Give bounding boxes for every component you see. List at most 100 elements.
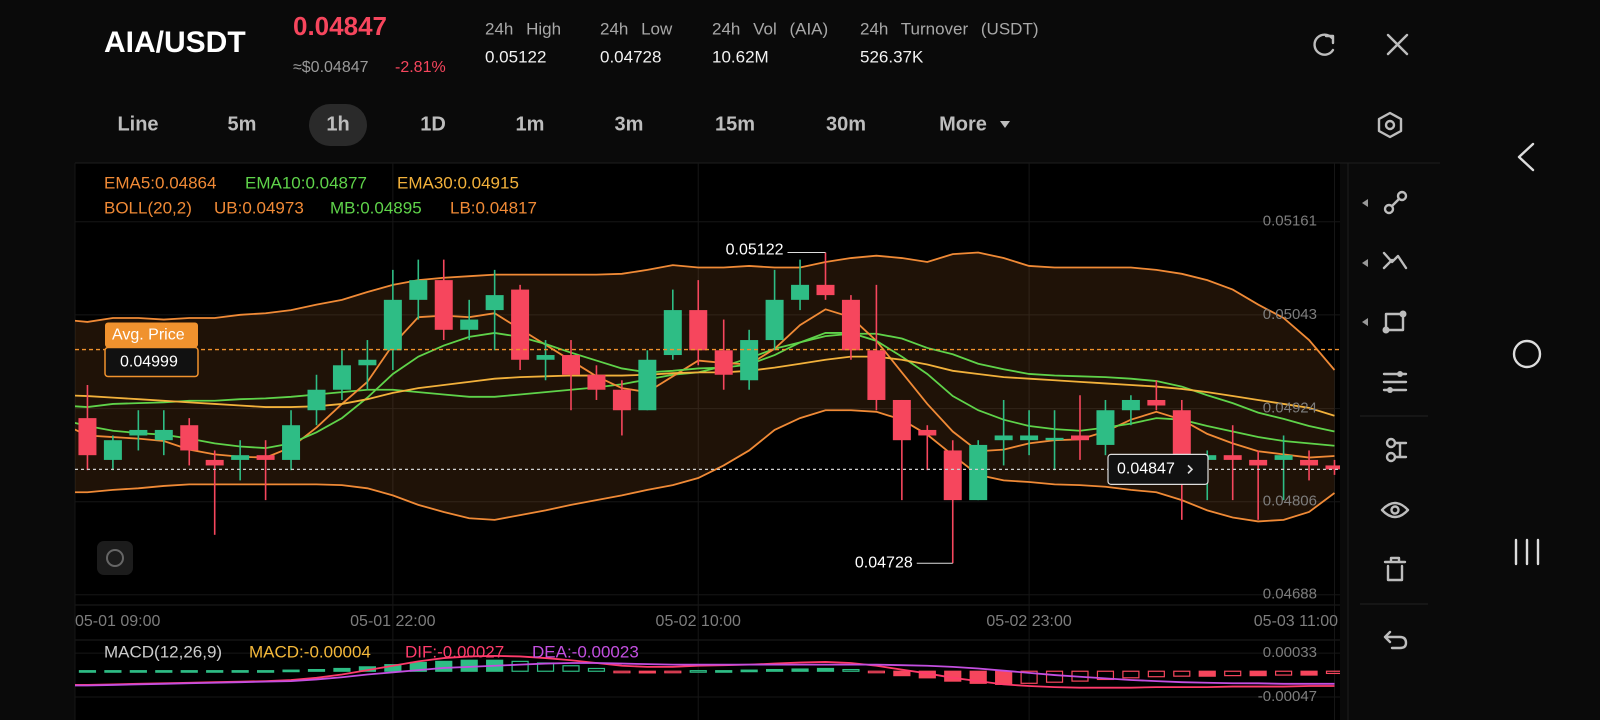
macd-plot bbox=[75, 654, 1340, 689]
candle-body bbox=[358, 359, 377, 366]
candle-body bbox=[78, 418, 97, 456]
candle-body bbox=[129, 429, 148, 436]
stat-label: 24h Turnover (USDT) bbox=[860, 19, 1039, 38]
tab[interactable]: 5m bbox=[228, 113, 257, 135]
tab[interactable]: 30m bbox=[826, 113, 866, 135]
nav-back[interactable] bbox=[1517, 142, 1535, 172]
legend-entry: MACD:-0.00004 bbox=[249, 642, 371, 661]
stat-value: 10.62M bbox=[712, 47, 769, 66]
last-price-arrow bbox=[1187, 464, 1194, 474]
indicator-line bbox=[75, 332, 1335, 449]
macd-bar bbox=[1173, 670, 1191, 677]
tab[interactable]: 1m bbox=[516, 113, 545, 135]
candle-body bbox=[1249, 459, 1268, 466]
candle-body bbox=[1147, 399, 1166, 406]
macd-bar bbox=[587, 667, 606, 672]
tool-settings[interactable] bbox=[1382, 371, 1408, 393]
candle-body bbox=[587, 374, 606, 390]
macd-bar bbox=[867, 670, 886, 674]
candle-body bbox=[460, 319, 479, 330]
legend-entry: EMA10:0.04877 bbox=[245, 173, 367, 192]
last-price-box[interactable] bbox=[1107, 453, 1209, 485]
indicator-line bbox=[75, 355, 1335, 417]
labels: 0.05161 0.05043 0.04924 0.04806 0.04688 05-01… bbox=[75, 173, 1338, 704]
macd-bar bbox=[409, 661, 427, 672]
candle-body bbox=[714, 350, 733, 375]
macd-bar bbox=[613, 670, 631, 674]
legend-entry: UB:0.04973 bbox=[214, 198, 304, 217]
settings-button[interactable] bbox=[1377, 111, 1403, 139]
tool-magnet[interactable] bbox=[1385, 437, 1408, 463]
macd-bar bbox=[1147, 670, 1165, 678]
macd-bar bbox=[1274, 670, 1293, 676]
tool-undo[interactable] bbox=[1383, 630, 1408, 650]
candle-body bbox=[969, 444, 988, 501]
stat-value: 526.37K bbox=[860, 47, 924, 66]
candle-body bbox=[562, 355, 580, 375]
price-plot bbox=[75, 251, 1340, 564]
candle-body bbox=[205, 459, 224, 466]
candle-body bbox=[689, 310, 708, 351]
macd-bar bbox=[995, 670, 1013, 685]
macd-bar bbox=[333, 667, 351, 672]
macd-bar bbox=[715, 670, 733, 673]
macd-bar bbox=[257, 670, 275, 673]
macd-bar bbox=[231, 670, 249, 673]
y-tick-label: 0.05043 bbox=[1263, 306, 1317, 323]
y-tick-label: 0.05161 bbox=[1263, 213, 1317, 230]
close-button[interactable] bbox=[1386, 33, 1409, 56]
refresh-button[interactable] bbox=[1313, 33, 1335, 56]
candle-body bbox=[1172, 410, 1191, 460]
macd-title: MACD(12,26,9) bbox=[104, 642, 222, 661]
macd-bar bbox=[765, 668, 784, 672]
nav-recents[interactable] bbox=[1514, 538, 1540, 566]
tab[interactable]: 1h bbox=[326, 113, 349, 135]
macd-bar bbox=[664, 670, 682, 674]
watermark-button[interactable] bbox=[97, 541, 133, 575]
price-usd: ≈$0.04847 bbox=[293, 59, 369, 76]
tool-delete[interactable] bbox=[1383, 556, 1407, 582]
dropdown-arrow bbox=[1000, 121, 1010, 128]
candle-body bbox=[282, 425, 301, 460]
tool-visibility[interactable] bbox=[1380, 501, 1410, 519]
candle-body bbox=[409, 280, 428, 300]
macd-bar bbox=[791, 668, 809, 672]
tool-shape[interactable] bbox=[1382, 310, 1407, 334]
macd-bar bbox=[740, 669, 758, 673]
tab[interactable]: 1D bbox=[420, 113, 446, 135]
candle-body bbox=[485, 295, 504, 311]
macd-bar bbox=[816, 667, 835, 672]
macd-bar bbox=[307, 668, 326, 672]
candle-body bbox=[536, 355, 555, 360]
legend-entry: DIF:-0.00027 bbox=[405, 642, 504, 661]
avg-price-title: Avg. Price bbox=[112, 327, 185, 344]
macd-bar bbox=[1249, 670, 1267, 677]
x-tick-label: 05-02 10:00 bbox=[656, 613, 742, 630]
candle-body bbox=[1020, 435, 1039, 441]
nav-home[interactable] bbox=[1512, 339, 1542, 369]
macd-bar bbox=[638, 670, 656, 674]
avg-price-tag bbox=[105, 322, 198, 348]
stat-label: 24h High bbox=[485, 19, 561, 38]
legend-entry: EMA30:0.04915 bbox=[397, 173, 519, 192]
tab[interactable]: Line bbox=[117, 113, 158, 135]
tab[interactable]: 15m bbox=[715, 113, 755, 135]
macd-bar bbox=[1122, 670, 1140, 679]
tool-line[interactable] bbox=[1383, 190, 1408, 215]
stat-label: 24h Low bbox=[600, 19, 673, 38]
tab[interactable]: More bbox=[939, 113, 987, 135]
candle-body bbox=[943, 450, 962, 501]
macd-bar bbox=[511, 660, 529, 672]
grid bbox=[74, 163, 1340, 720]
candle-body bbox=[867, 350, 886, 400]
candle-body bbox=[791, 284, 810, 300]
legend-title: BOLL(20,2) bbox=[104, 198, 192, 217]
candle-body bbox=[1071, 435, 1089, 441]
high-marker-label: 0.05122 bbox=[726, 242, 784, 259]
x-tick-label: 05-01 09:00 bbox=[75, 613, 161, 630]
legend-entry: MB:0.04895 bbox=[330, 198, 422, 217]
macd-bar bbox=[435, 660, 453, 672]
tab[interactable]: 3m bbox=[615, 113, 644, 135]
tool-trend[interactable] bbox=[1382, 251, 1408, 270]
